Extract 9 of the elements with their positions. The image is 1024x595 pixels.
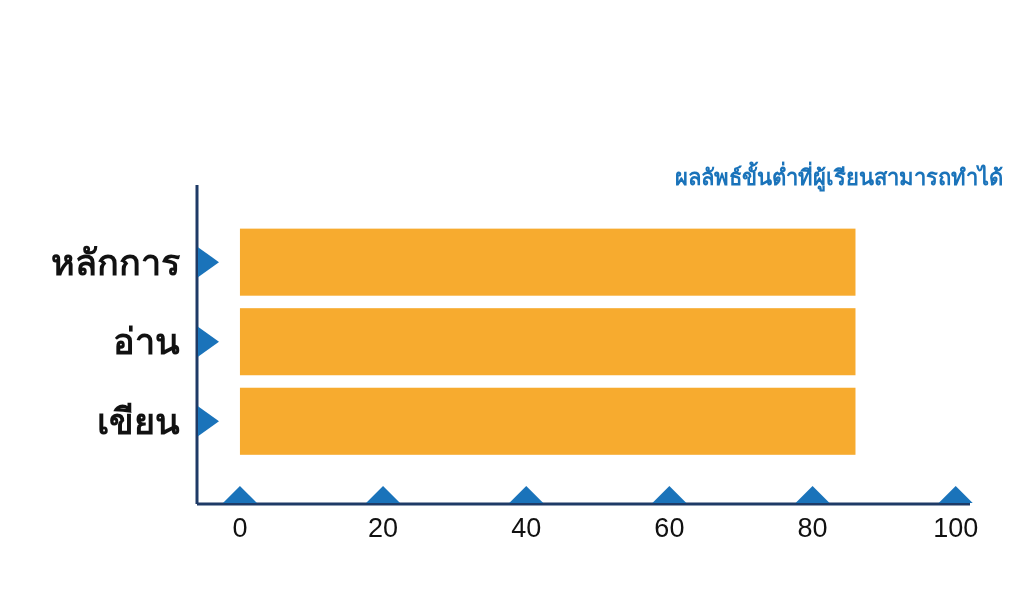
x-tick-label: 40 xyxy=(511,513,542,543)
x-tick-label: 100 xyxy=(933,513,979,543)
category-label: อ่าน xyxy=(113,321,180,363)
category-label: เขียน xyxy=(97,400,180,442)
x-tick-label: 0 xyxy=(232,513,248,543)
x-tick-label: 20 xyxy=(368,513,399,543)
x-tick-label: 80 xyxy=(797,513,828,543)
category-label: หลักการ xyxy=(51,241,180,283)
x-tick-label: 60 xyxy=(654,513,685,543)
